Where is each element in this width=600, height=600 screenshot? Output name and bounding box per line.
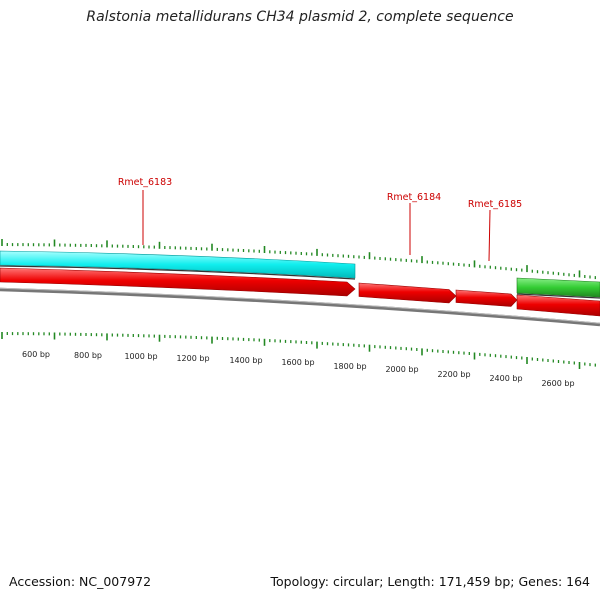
scale-label: 1000 bp: [124, 352, 157, 361]
map-title: Ralstonia metallidurans CH34 plasmid 2, …: [86, 9, 514, 25]
misc-feature-green: [516, 277, 600, 298]
misc-feature-cyan-underline: [0, 265, 356, 280]
summary-text: Topology: circular; Length: 171,459 bp; …: [270, 574, 591, 589]
scale-label: 800 bp: [74, 351, 102, 360]
scale-label: 1600 bp: [281, 358, 314, 367]
gene-arrow-red-right[interactable]: [516, 294, 600, 317]
gene-label-rmet-6185[interactable]: Rmet_6185: [468, 199, 522, 210]
scale-label: 1800 bp: [333, 362, 366, 371]
gene-arrow-rmet-6184[interactable]: [358, 282, 457, 304]
misc-feature-green-underline: [516, 293, 600, 299]
backbone-track-highlight: [0, 287, 600, 324]
scale-label: 1400 bp: [229, 356, 262, 365]
accession-text: Accession: NC_007972: [9, 574, 152, 589]
scale-label: 2600 bp: [541, 379, 574, 388]
scale-label: 2000 bp: [385, 365, 418, 374]
gene-arrow-rmet-6183[interactable]: [0, 267, 356, 297]
gene-label-leader-rmet-6185: [488, 209, 491, 262]
gene-label-rmet-6183[interactable]: Rmet_6183: [118, 177, 172, 188]
lower-tick-marks: [1, 332, 596, 369]
scale-label: 2400 bp: [489, 374, 522, 383]
gene-label-rmet-6184[interactable]: Rmet_6184: [387, 192, 441, 203]
backbone-track: [0, 287, 600, 327]
scale-label: 2200 bp: [437, 370, 470, 379]
upper-tick-marks: [1, 239, 596, 280]
scale-label: 600 bp: [22, 350, 50, 359]
misc-feature-cyan: [0, 250, 356, 279]
gene-arrow-rmet-6185[interactable]: [455, 289, 518, 307]
scale-label: 1200 bp: [176, 354, 209, 363]
